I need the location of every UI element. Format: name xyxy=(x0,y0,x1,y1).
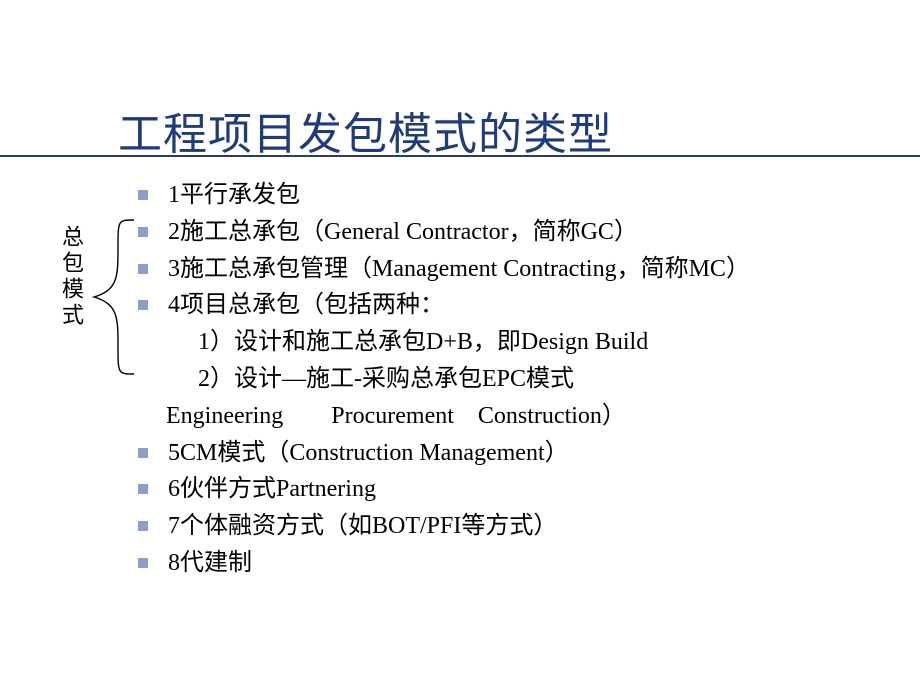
list-item: 5CM模式（Construction Management） xyxy=(138,436,898,471)
list-item: 3施工总承包管理（Management Contracting，简称MC） xyxy=(138,252,898,287)
bullet-icon xyxy=(138,448,148,458)
list-text: 5CM模式（Construction Management） xyxy=(168,440,569,466)
list-text: 4项目总承包（包括两种： xyxy=(168,292,444,318)
list-text: 1平行承发包 xyxy=(168,182,300,208)
content-list: 1平行承发包 2施工总承包（General Contractor，简称GC） 3… xyxy=(138,178,898,583)
bullet-icon xyxy=(138,264,148,274)
sub-item: 1）设计和施工总承包D+B，即Design Build xyxy=(138,325,898,360)
title-underline xyxy=(0,155,920,157)
bullet-icon xyxy=(138,484,148,494)
list-text: 6伙伴方式Partnering xyxy=(168,476,376,502)
sub-item: 2）设计—施工-采购总承包EPC模式 xyxy=(138,362,898,397)
sub-text: Engineering Procurement Construction） xyxy=(166,403,626,429)
list-text: 7个体融资方式（如BOT/PFI等方式） xyxy=(168,513,557,539)
slide-title-wrap: 工程项目发包模式的类型 xyxy=(118,98,878,162)
list-item: 2施工总承包（General Contractor，简称GC） xyxy=(138,215,898,250)
bracket-label: 总包模式 xyxy=(55,225,87,329)
list-item: 7个体融资方式（如BOT/PFI等方式） xyxy=(138,509,898,544)
list-item: 1平行承发包 xyxy=(138,178,898,213)
bullet-icon xyxy=(138,190,148,200)
list-item: 4项目总承包（包括两种： xyxy=(138,288,898,323)
list-item: 8代建制 xyxy=(138,546,898,581)
curly-brace-icon xyxy=(84,218,138,376)
list-item: 6伙伴方式Partnering xyxy=(138,472,898,507)
list-text: 3施工总承包管理（Management Contracting，简称MC） xyxy=(168,256,750,282)
list-text: 2施工总承包（General Contractor，简称GC） xyxy=(168,219,638,245)
slide: { "title": { "text": "工程项目发包模式的类型", "col… xyxy=(0,0,920,690)
sub-text: 2）设计—施工-采购总承包EPC模式 xyxy=(198,366,574,392)
bullet-icon xyxy=(138,227,148,237)
bullet-icon xyxy=(138,558,148,568)
bullet-icon xyxy=(138,300,148,310)
bullet-icon xyxy=(138,521,148,531)
sub-item: Engineering Procurement Construction） xyxy=(138,399,898,434)
sub-text: 1）设计和施工总承包D+B，即Design Build xyxy=(198,329,648,355)
list-text: 8代建制 xyxy=(168,550,252,576)
slide-title: 工程项目发包模式的类型 xyxy=(118,110,613,159)
